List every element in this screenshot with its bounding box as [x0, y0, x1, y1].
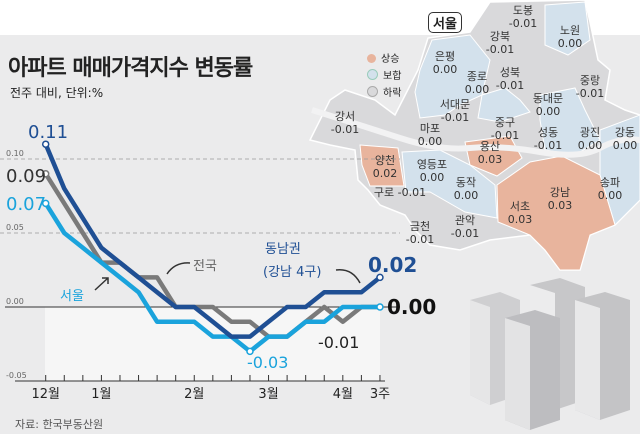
series-line-0	[43, 143, 382, 339]
district-label: 강서 -0.01	[330, 110, 360, 136]
han-river	[311, 107, 640, 158]
x-tick-label: 4월	[333, 387, 353, 402]
arrow-dongnam-icon	[335, 269, 361, 284]
district-label: 용산 0.03	[477, 140, 503, 166]
end-point-dongnam	[376, 273, 384, 282]
start-point	[41, 140, 50, 148]
x-tick-label: 3주	[370, 387, 390, 402]
series-line-2	[43, 202, 380, 354]
district-label: 동대문 0.00	[532, 92, 564, 118]
district-up-yangcheon	[359, 144, 405, 187]
district-label: 동작 0.00	[453, 176, 479, 202]
district-flat-jongno	[477, 87, 531, 123]
district-label: 중구 -0.01	[490, 116, 520, 142]
annotation-label-seoul: 서울	[60, 289, 84, 304]
annotation-low-seoul: -0.03	[247, 353, 288, 372]
y-tick-label: 0.00	[6, 297, 24, 306]
x-tick-label: 12월	[31, 387, 60, 402]
district-label: 강북 -0.01	[485, 30, 515, 56]
annotation-end-flat: 0.00	[387, 295, 436, 319]
district-label: 송파 0.00	[597, 176, 623, 202]
annotation-label-dongnam-1: 동남권	[265, 242, 301, 257]
y-tick-label: 0.05	[6, 223, 24, 232]
x-tick-label: 3월	[258, 387, 278, 402]
district-label: 종로 0.00	[464, 70, 490, 96]
district-label: 성동 -0.01	[533, 126, 563, 152]
district-label: 강동 0.00	[612, 126, 638, 152]
district-label: 도봉 -0.01	[508, 4, 538, 30]
x-tick-label: 2월	[184, 387, 204, 402]
district-label: 마포 0.00	[417, 122, 443, 148]
district-flat-north	[414, 34, 491, 119]
down-swatch-icon	[367, 86, 378, 97]
district-label: 중랑 -0.01	[575, 74, 605, 100]
district-flat-nowon	[544, 1, 591, 56]
annotation-label-dongnam-2: (강남 4구)	[263, 265, 321, 280]
district-label: 강남 0.03	[547, 186, 573, 212]
district-flat-east	[539, 87, 601, 156]
annotation-low-national: -0.01	[318, 333, 359, 352]
page-title: 아파트 매매가격지수 변동률	[8, 56, 253, 81]
annotation-label-national: 전국	[193, 259, 217, 274]
district-flat-southwest	[401, 149, 498, 219]
x-tick-label: 1월	[91, 387, 111, 402]
y-tick-label: 0.10	[6, 149, 24, 158]
annotation-end-dongnam: 0.02	[368, 253, 417, 277]
up-swatch-icon	[367, 54, 376, 63]
start-point	[41, 199, 50, 208]
annotation-start-dongnam: 0.11	[28, 122, 68, 143]
arrow-seoul-icon	[94, 277, 109, 291]
district-label: 영등포 0.00	[416, 158, 448, 184]
map-title: 서울	[428, 12, 462, 33]
flat-swatch-icon	[367, 69, 378, 80]
low-point-seoul	[246, 347, 254, 356]
district-label: 관악 -0.01	[450, 214, 480, 240]
district-label: 서초 0.03	[507, 200, 533, 226]
legend-down: 하락	[367, 84, 401, 99]
district-label: 구로 -0.01	[373, 186, 427, 199]
end-point-seoul	[376, 303, 384, 311]
apartment-buildings-illustration	[470, 278, 630, 430]
source-note: 자료: 한국부동산원	[15, 418, 104, 431]
district-label: 광진 0.00	[577, 126, 603, 152]
district-label: 양천 0.02	[372, 154, 398, 180]
annotation-start-national: 0.09	[6, 166, 46, 187]
district-label: 성북 -0.01	[495, 66, 525, 92]
district-label: 은평 0.00	[432, 50, 458, 76]
y-tick-label: -0.05	[6, 371, 27, 380]
annotation-start-seoul: 0.07	[6, 194, 46, 215]
start-point	[41, 170, 50, 178]
legend-flat: 보합	[367, 67, 401, 82]
subtitle: 전주 대비, 단위:%	[10, 86, 104, 100]
legend-up: 상승	[367, 50, 399, 65]
district-label: 노원 0.00	[557, 24, 583, 50]
district-label: 서대문 -0.01	[439, 98, 471, 124]
district-label: 금천 -0.01	[405, 220, 435, 246]
arrow-national-icon	[166, 262, 191, 275]
